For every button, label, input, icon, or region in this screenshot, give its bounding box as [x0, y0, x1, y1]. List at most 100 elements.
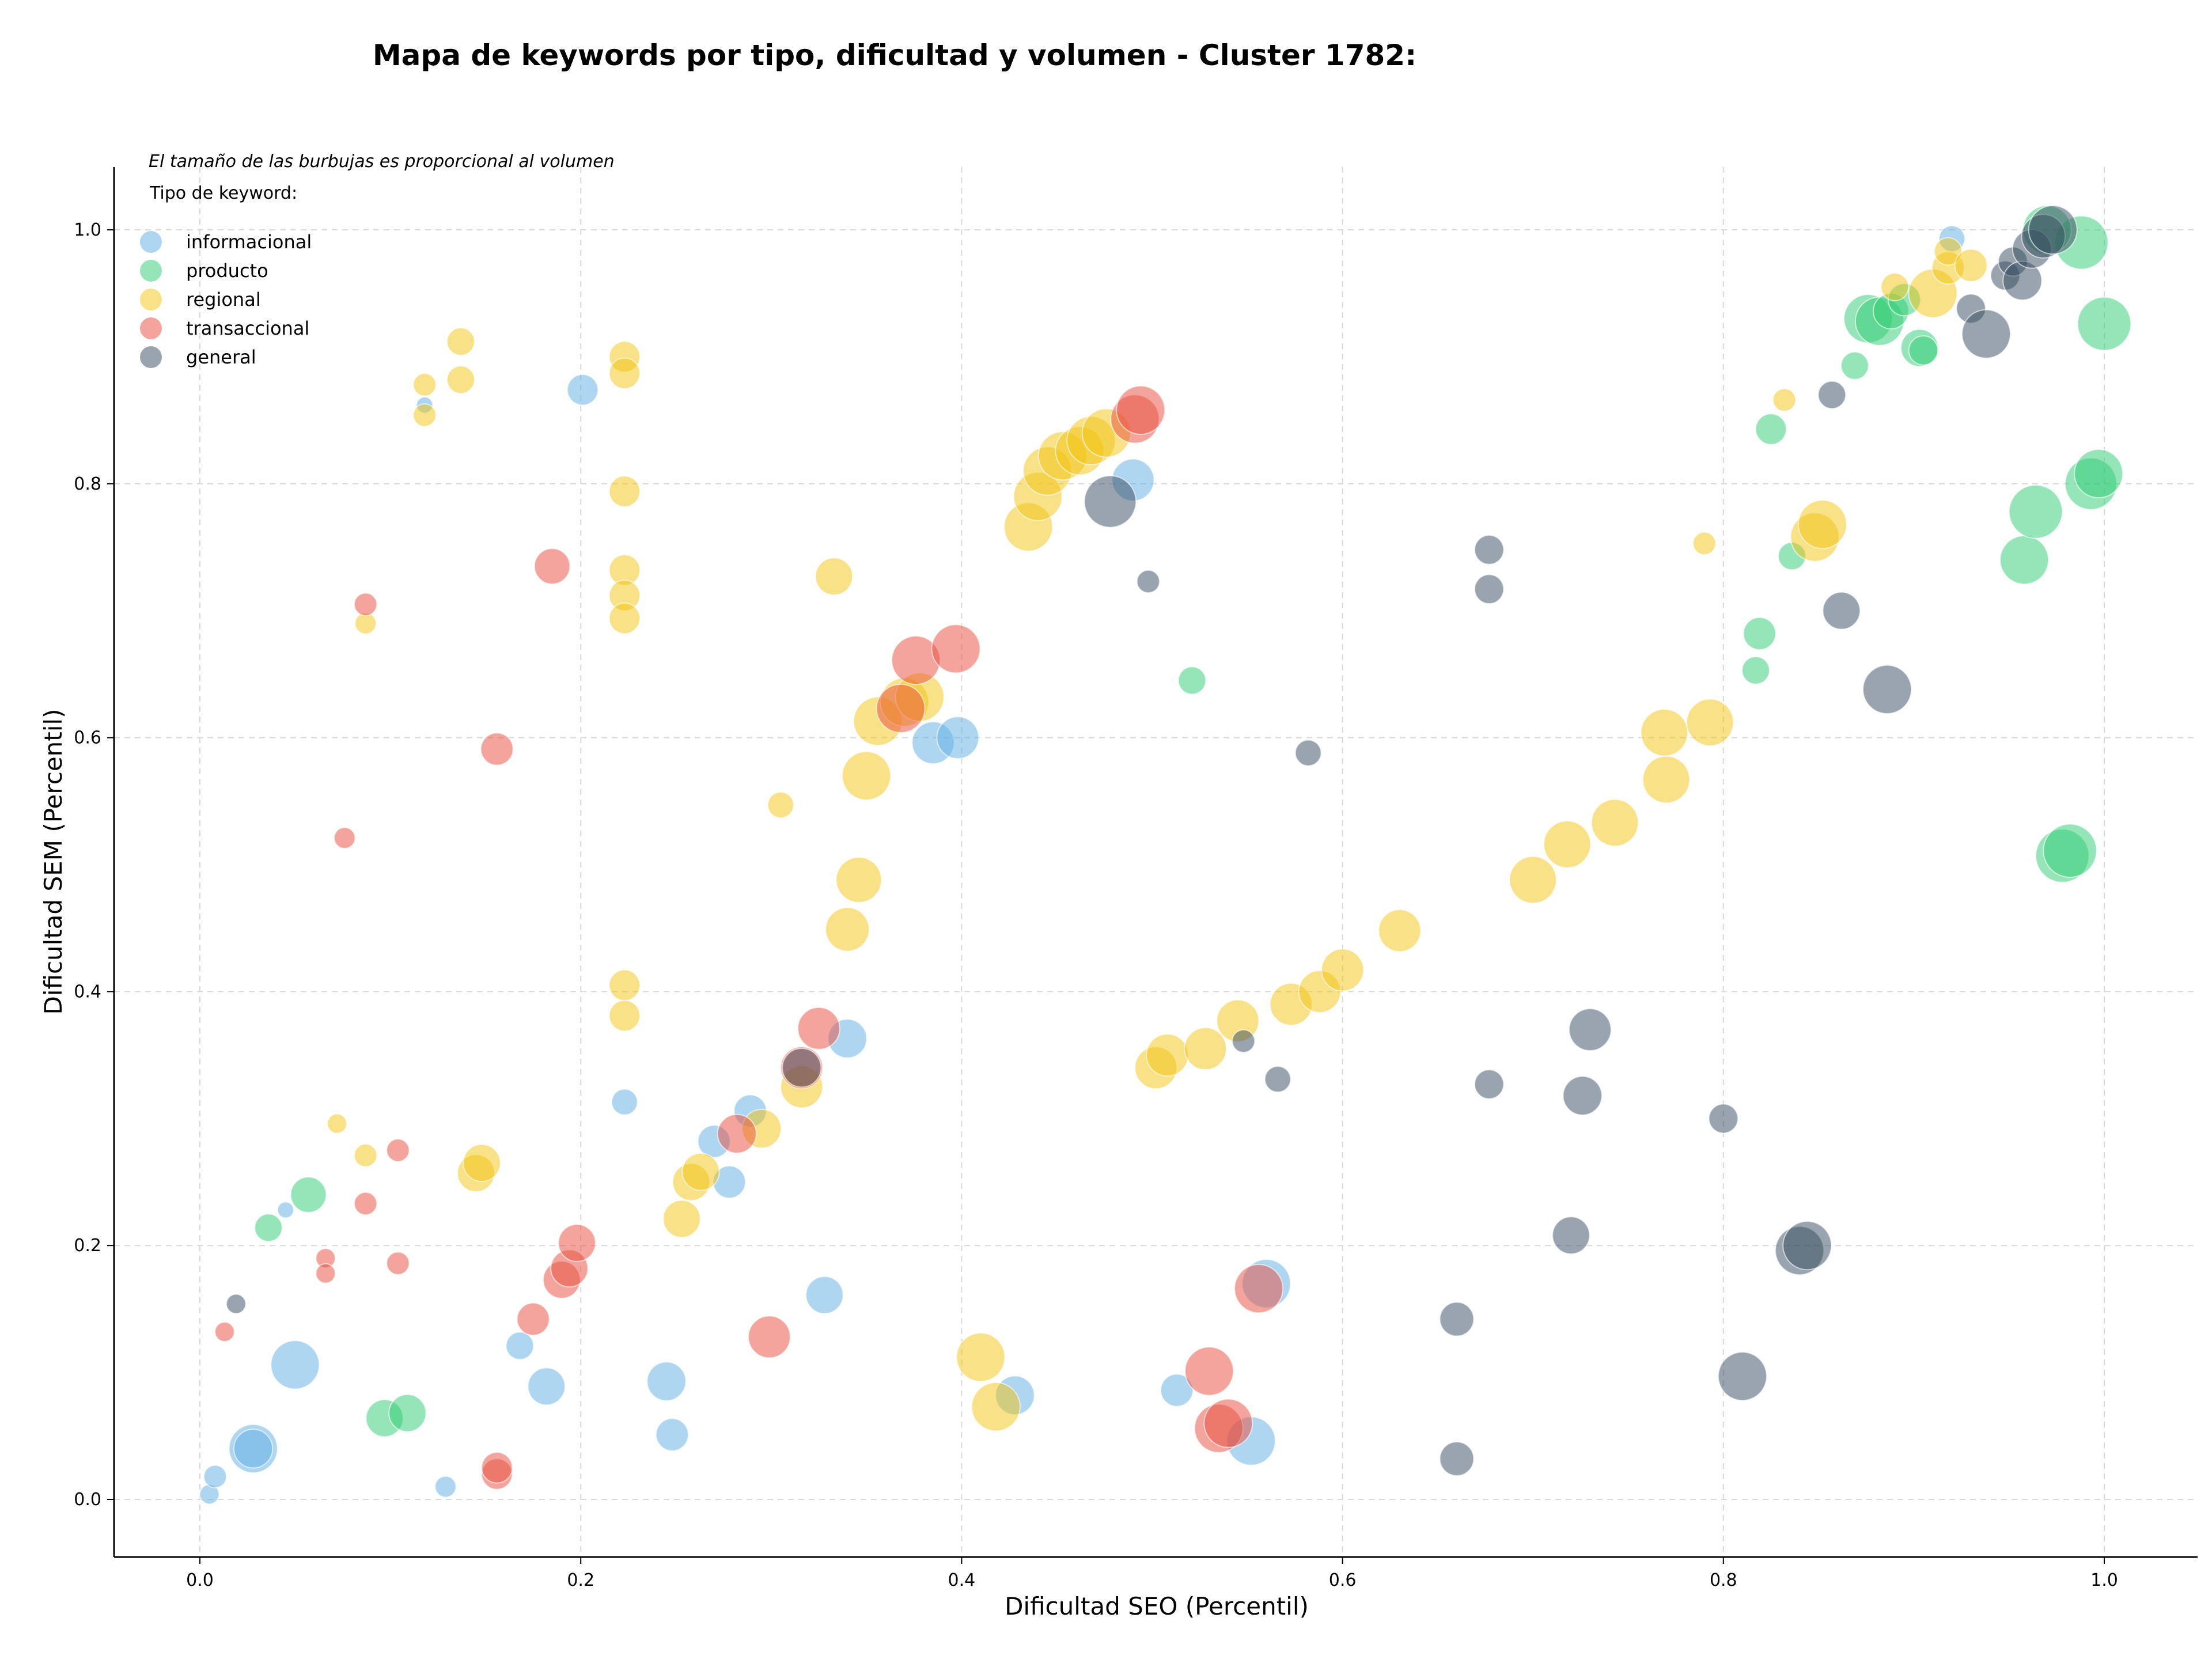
bubble-general-6: [1294, 739, 1322, 767]
bubble-regional-26: [842, 751, 892, 801]
bubble-transaccional-7: [386, 1251, 410, 1275]
bubble-general-12: [1552, 1216, 1590, 1255]
bubble-regional-10: [608, 357, 641, 389]
bubble-regional-21: [767, 791, 794, 819]
bubble-producto-4: [1177, 666, 1207, 695]
bubble-transaccional-3: [334, 827, 356, 849]
y-tick-label-2: 0.4: [74, 982, 101, 1002]
bubble-regional-31: [971, 1382, 1021, 1432]
bubble-informacional-3: [233, 1429, 274, 1469]
series-general: [226, 205, 2078, 1476]
bubble-general-5: [1264, 1066, 1291, 1093]
tick-labels: 0.0 0.2 0.4 0.6 0.8 1.0 0.0 0.2 0.4 0.6 0.8 1.0: [74, 220, 2118, 1590]
grid-lines: [114, 167, 2198, 1557]
chart-title: Mapa de keywords por tipo, dificultad y …: [373, 39, 1416, 72]
bubble-regional-19: [681, 1153, 720, 1191]
bubble-informacional-23: [1160, 1373, 1194, 1407]
bubble-general-15: [1708, 1103, 1739, 1134]
bubble-regional-57: [1880, 272, 1910, 301]
y-tick-label-3: 0.6: [74, 728, 101, 748]
bubble-informacional-7: [566, 374, 599, 406]
x-axis-label: Dificultad SEO (Percentil): [1005, 1592, 1309, 1620]
bubble-general-0: [226, 1293, 247, 1315]
bubble-transaccional-5: [354, 1191, 378, 1216]
bubble-transaccional-10: [480, 732, 514, 766]
bubble-general-13: [1562, 1075, 1603, 1116]
bubble-general-8: [1439, 1441, 1475, 1476]
legend-label-producto: producto: [186, 260, 268, 282]
bubble-regional-17: [662, 1199, 701, 1238]
legend-marker-general: [140, 346, 162, 368]
bubble-producto-9: [1840, 351, 1869, 380]
y-tick-label-5: 1.0: [74, 220, 101, 240]
bubble-transaccional-4: [354, 592, 378, 616]
legend-marker-transaccional: [140, 317, 162, 339]
bubble-general-20: [1822, 592, 1861, 630]
bubble-regional-47: [1509, 855, 1557, 904]
bubble-general-18: [1782, 1221, 1832, 1271]
legend-title: Tipo de keyword:: [149, 183, 297, 203]
bubble-general-14: [1568, 1008, 1612, 1051]
bubble-general-16: [1717, 1351, 1767, 1401]
y-tick-label-4: 0.8: [74, 474, 101, 494]
bubble-regional-46: [1378, 909, 1422, 953]
bubble-producto-6: [1743, 616, 1777, 650]
bubble-regional-54: [1772, 388, 1797, 412]
bubble-regional-11: [608, 475, 641, 507]
bubble-transaccional-11: [516, 1302, 550, 1336]
series-transaccional: [214, 385, 1284, 1490]
bubble-general-9: [1474, 535, 1505, 565]
axes: [113, 167, 2198, 1558]
bubble-regional-53: [1692, 531, 1717, 555]
bubble-transaccional-9: [481, 1452, 513, 1484]
bubble-general-29: [2028, 205, 2078, 255]
bubble-regional-0: [327, 1113, 347, 1134]
bubble-producto-21: [2077, 296, 2132, 351]
bubble-general-3: [1136, 569, 1160, 594]
bubble-layer: [199, 205, 2132, 1505]
legend-marker-informacional: [140, 231, 162, 253]
bubble-regional-4: [412, 403, 437, 427]
bubble-general-4: [1232, 1029, 1256, 1053]
bubble-general-19: [1817, 380, 1847, 410]
bubble-producto-16: [1999, 535, 2050, 585]
bubble-transaccional-0: [214, 1321, 235, 1342]
bubble-regional-50: [1640, 709, 1688, 757]
bubble-producto-5: [1741, 656, 1770, 685]
bubble-regional-49: [1590, 798, 1639, 847]
bubble-general-10: [1474, 574, 1505, 604]
bubble-transaccional-2: [315, 1263, 336, 1284]
legend-label-informacional: informacional: [186, 231, 312, 253]
bubble-regional-30: [956, 1332, 1006, 1382]
bubble-informacional-8: [434, 1475, 457, 1498]
bubble-producto-1: [290, 1176, 327, 1213]
bubble-regional-56: [1797, 499, 1847, 550]
legend-label-transaccional: transaccional: [186, 317, 309, 339]
bubble-transaccional-19: [797, 1006, 840, 1050]
bubble-transaccional-28: [1234, 1264, 1284, 1314]
bubble-regional-23: [815, 557, 854, 596]
bubble-regional-15: [608, 969, 641, 1001]
bubble-producto-7: [1755, 413, 1787, 445]
bubble-regional-41: [1184, 1027, 1227, 1070]
bubble-regional-40: [1146, 1033, 1189, 1077]
bubble-regional-3: [412, 373, 437, 397]
bubble-producto-0: [254, 1213, 283, 1242]
bubble-regional-51: [1642, 755, 1691, 804]
bubble-transaccional-6: [386, 1138, 410, 1162]
bubble-informacional-20: [936, 716, 980, 759]
legend-label-general: general: [186, 346, 256, 368]
bubble-regional-8: [463, 1143, 501, 1183]
x-tick-label-1: 0.2: [567, 1570, 594, 1590]
bubble-transaccional-24: [1116, 385, 1166, 435]
bubble-producto-15: [1908, 335, 1939, 366]
bubble-informacional-12: [646, 1361, 687, 1401]
bubble-transaccional-25: [1184, 1346, 1234, 1396]
bubble-general-23: [1961, 309, 2012, 359]
legend-marker-regional: [140, 289, 162, 310]
bubble-regional-61: [1954, 248, 1988, 282]
bubble-general-21: [1862, 664, 1912, 714]
bubble-informacional-11: [611, 1088, 638, 1116]
